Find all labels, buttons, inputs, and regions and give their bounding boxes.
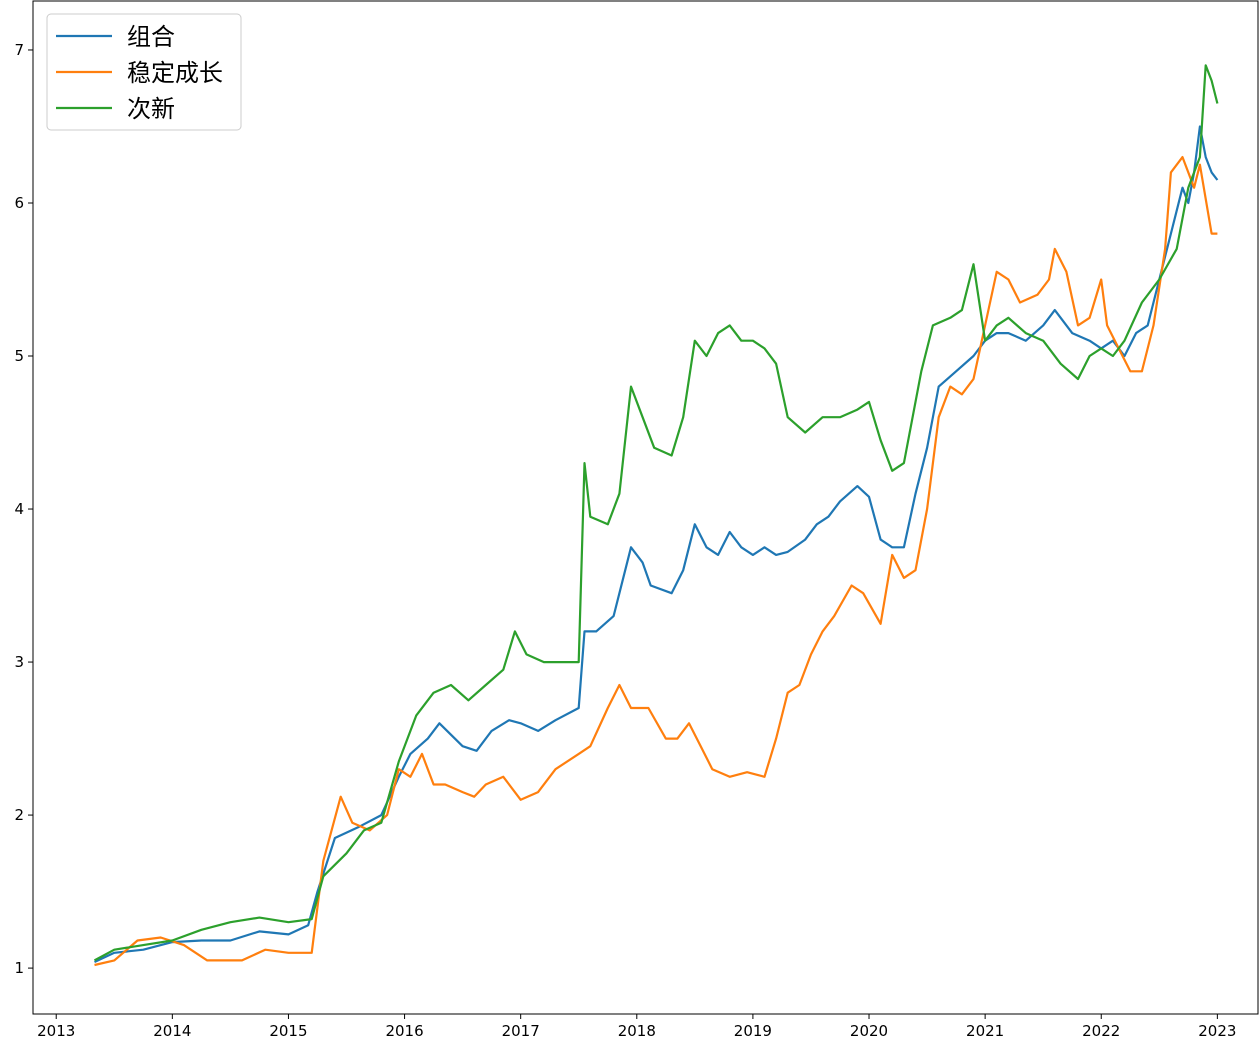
x-tick-label-2: 2015 (269, 1022, 307, 1040)
y-tick-label-0: 1 (14, 959, 24, 977)
x-tick-label-8: 2021 (966, 1022, 1004, 1040)
x-tick-label-3: 2016 (385, 1022, 423, 1040)
x-tick-label-1: 2014 (153, 1022, 191, 1040)
plot-background (33, 1, 1258, 1014)
x-tick-label-10: 2023 (1198, 1022, 1236, 1040)
legend-label-2: 次新 (127, 95, 175, 123)
plot-frame (32, 0, 1259, 1015)
series-line-2 (93, 64, 1219, 962)
x-tick-label-0: 2013 (37, 1022, 75, 1040)
y-tick-label-5: 6 (14, 194, 24, 212)
x-axis: 2013 2014 2015 2016 2017 2018 2019 2020 2021 2022… (37, 1014, 1236, 1040)
y-tick-label-2: 3 (14, 653, 24, 671)
legend-label-1: 稳定成长 (127, 59, 223, 87)
x-tick-label-6: 2019 (734, 1022, 772, 1040)
y-tick-label-1: 2 (14, 806, 24, 824)
x-tick-label-4: 2017 (502, 1022, 540, 1040)
legend-label-0: 组合 (127, 23, 175, 51)
x-tick-label-7: 2020 (850, 1022, 888, 1040)
series-layer (93, 64, 1219, 967)
y-axis: 1 2 3 4 5 6 7 (14, 41, 33, 977)
legend-box (46, 13, 242, 131)
x-tick-label-9: 2022 (1082, 1022, 1120, 1040)
y-tick-label-4: 5 (14, 347, 24, 365)
y-tick-label-3: 4 (14, 500, 24, 518)
x-tick-label-5: 2018 (618, 1022, 656, 1040)
y-tick-label-6: 7 (14, 41, 24, 59)
